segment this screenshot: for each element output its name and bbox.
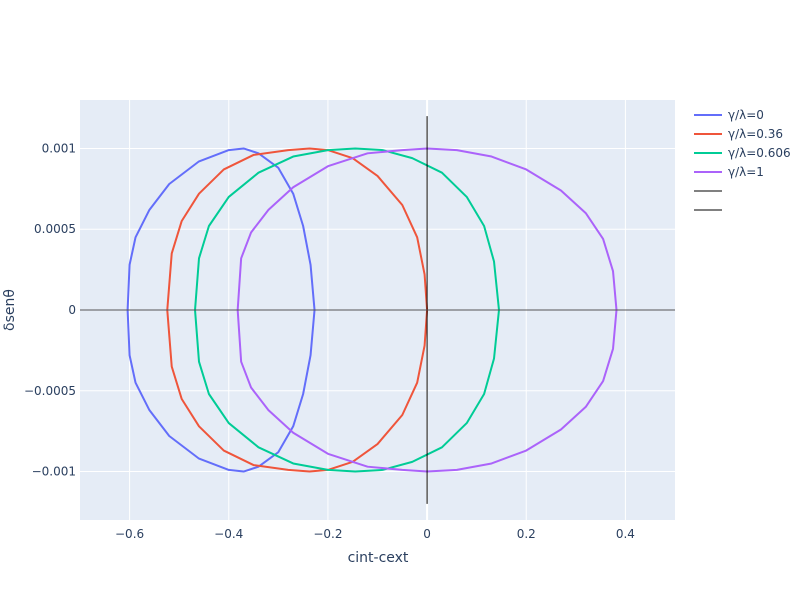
x-axis-title: cint-cext bbox=[348, 550, 409, 566]
x-tick-label: 0 bbox=[423, 527, 431, 541]
x-tick-label: 0.4 bbox=[616, 527, 635, 541]
y-tick-label: −0.0005 bbox=[24, 384, 76, 398]
y-tick-labels: −0.001 −0.0005 0 0.0005 0.001 bbox=[24, 141, 76, 478]
y-tick-label: 0.0005 bbox=[34, 222, 76, 236]
legend-label: γ/λ=1 bbox=[728, 165, 764, 179]
y-tick-label: −0.001 bbox=[32, 465, 76, 479]
y-axis-title: δsenθ bbox=[2, 289, 18, 331]
legend-item-2[interactable]: γ/λ=0.606 bbox=[694, 146, 791, 160]
x-tick-label: −0.6 bbox=[115, 527, 144, 541]
x-tick-labels: −0.6 −0.4 −0.2 0 0.2 0.4 bbox=[115, 527, 635, 541]
y-tick-label: 0.001 bbox=[42, 141, 76, 155]
legend-label: γ/λ=0.36 bbox=[728, 127, 783, 141]
legend-item-1[interactable]: γ/λ=0.36 bbox=[694, 127, 783, 141]
legend[interactable]: γ/λ=0 γ/λ=0.36 γ/λ=0.606 γ/λ=1 bbox=[694, 108, 791, 211]
x-tick-label: 0.2 bbox=[517, 527, 536, 541]
y-tick-label: 0 bbox=[68, 303, 76, 317]
series-group bbox=[80, 116, 675, 504]
legend-item-3[interactable]: γ/λ=1 bbox=[694, 165, 764, 179]
x-tick-label: −0.2 bbox=[313, 527, 342, 541]
x-tick-label: −0.4 bbox=[214, 527, 243, 541]
legend-label: γ/λ=0 bbox=[728, 108, 764, 122]
legend-item-0[interactable]: γ/λ=0 bbox=[694, 108, 764, 122]
legend-label: γ/λ=0.606 bbox=[728, 146, 791, 160]
